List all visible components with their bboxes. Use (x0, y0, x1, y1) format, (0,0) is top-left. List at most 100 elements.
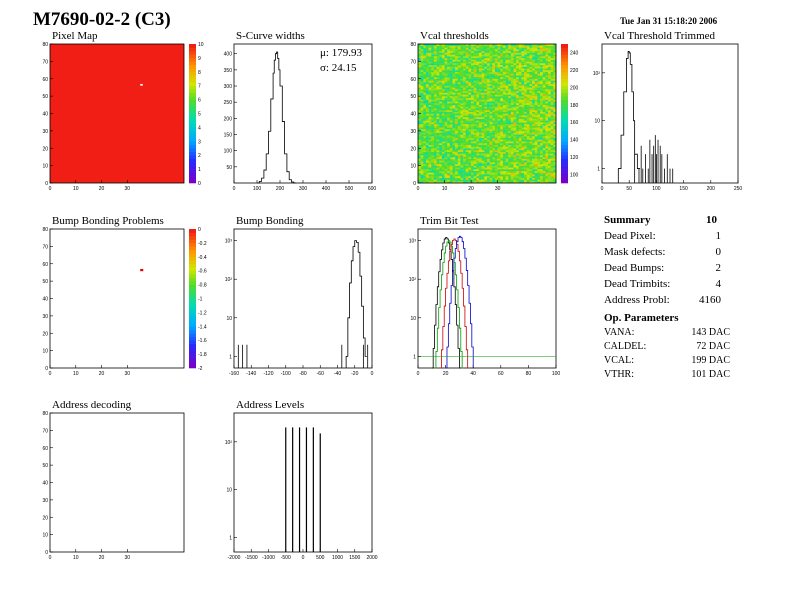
heatmap-cell (449, 149, 453, 152)
heatmap-cell (428, 106, 432, 109)
heatmap-cell (425, 73, 429, 76)
heatmap-cell (494, 146, 498, 149)
heatmap-cell (487, 50, 490, 53)
heatmap-cell (553, 83, 557, 86)
heatmap-cell (479, 129, 482, 132)
heatmap-cell (532, 162, 535, 165)
heatmap-cell (463, 92, 466, 95)
heatmap-cell (494, 181, 498, 184)
heatmap-cell (476, 47, 480, 50)
heatmap-cell (439, 153, 443, 156)
heatmap-cell (550, 118, 554, 121)
heatmap-cell (548, 111, 551, 114)
heatmap-cell (468, 59, 472, 62)
heatmap-cell (465, 94, 469, 97)
heatmap-cell (425, 108, 429, 111)
heatmap-cell (439, 174, 443, 177)
heatmap-cell (513, 63, 517, 66)
heatmap-cell (550, 85, 554, 88)
heatmap-cell (468, 97, 472, 100)
heatmap-cell (510, 63, 514, 66)
pixel-map-colorbar-cell (189, 158, 196, 163)
heatmap-cell (481, 96, 485, 99)
heatmap-cell (508, 108, 512, 111)
bump-problems-z-tick-label: 0 (198, 227, 201, 233)
heatmap-cell (497, 97, 501, 100)
heatmap-cell (550, 130, 554, 133)
heatmap-cell (423, 59, 427, 62)
heatmap-cell (545, 179, 549, 182)
heatmap-cell (455, 75, 459, 78)
heatmap-cell (465, 80, 469, 83)
heatmap-cell (518, 64, 522, 67)
heatmap-cell (516, 66, 520, 69)
heatmap-cell (532, 144, 535, 147)
heatmap-cell (548, 125, 551, 128)
heatmap-cell (513, 155, 517, 158)
heatmap-cell (529, 106, 533, 109)
vcal-colorbar-cell (561, 158, 568, 163)
heatmap-cell (418, 177, 421, 180)
heatmap-cell (553, 172, 557, 175)
heatmap-cell (545, 172, 549, 175)
heatmap-cell (479, 153, 482, 156)
heatmap-cell (510, 44, 514, 46)
x-tick-label: 60 (498, 371, 504, 377)
heatmap-cell (542, 156, 546, 159)
heatmap-cell (420, 64, 424, 67)
heatmap-cell (489, 144, 493, 147)
heatmap-cell (532, 70, 535, 72)
heatmap-cell (542, 70, 546, 72)
heatmap-cell (481, 89, 485, 92)
heatmap-cell (526, 163, 530, 166)
heatmap-cell (418, 149, 421, 152)
heatmap-cell (463, 106, 466, 109)
heatmap-cell (465, 59, 469, 62)
heatmap-cell (550, 63, 554, 66)
heatmap-cell (510, 45, 514, 48)
heatmap-cell (532, 83, 535, 86)
heatmap-cell (534, 45, 538, 48)
heatmap-cell (534, 134, 538, 137)
heatmap-cell (433, 77, 437, 79)
heatmap-cell (505, 82, 509, 85)
heatmap-cell (420, 170, 424, 173)
heatmap-cell (484, 63, 488, 66)
heatmap-cell (471, 177, 474, 180)
heatmap-cell (489, 151, 493, 154)
y-tick-label: 40 (42, 112, 48, 118)
heatmap-cell (526, 181, 530, 184)
heatmap-cell (500, 139, 504, 142)
heatmap-cell (537, 101, 541, 104)
heatmap-cell (505, 136, 509, 139)
heatmap-cell (489, 160, 493, 163)
heatmap-cell (473, 99, 477, 102)
heatmap-cell (473, 116, 477, 119)
heatmap-cell (433, 106, 437, 109)
heatmap-cell (481, 73, 485, 76)
heatmap-cell (513, 49, 517, 52)
heatmap-cell (479, 99, 482, 102)
heatmap-cell (534, 59, 538, 62)
heatmap-cell (473, 158, 477, 161)
heatmap-cell (428, 89, 432, 92)
heatmap-cell (545, 56, 549, 59)
pixel-map-colorbar-cell (189, 148, 196, 153)
heatmap-cell (510, 156, 514, 159)
heatmap-cell (481, 116, 485, 119)
heatmap-cell (471, 170, 474, 173)
heatmap-cell (449, 156, 453, 159)
heatmap-cell (505, 160, 509, 163)
heatmap-cell (500, 123, 504, 126)
heatmap-cell (529, 68, 533, 71)
heatmap-cell (479, 108, 482, 111)
heatmap-cell (471, 52, 474, 55)
heatmap-cell (460, 143, 464, 145)
heatmap-cell (513, 104, 517, 107)
heatmap-cell (423, 78, 427, 81)
heatmap-cell (420, 116, 424, 119)
heatmap-cell (545, 113, 549, 116)
heatmap-cell (476, 96, 480, 99)
heatmap-cell (418, 170, 421, 173)
heatmap-cell (449, 122, 453, 125)
